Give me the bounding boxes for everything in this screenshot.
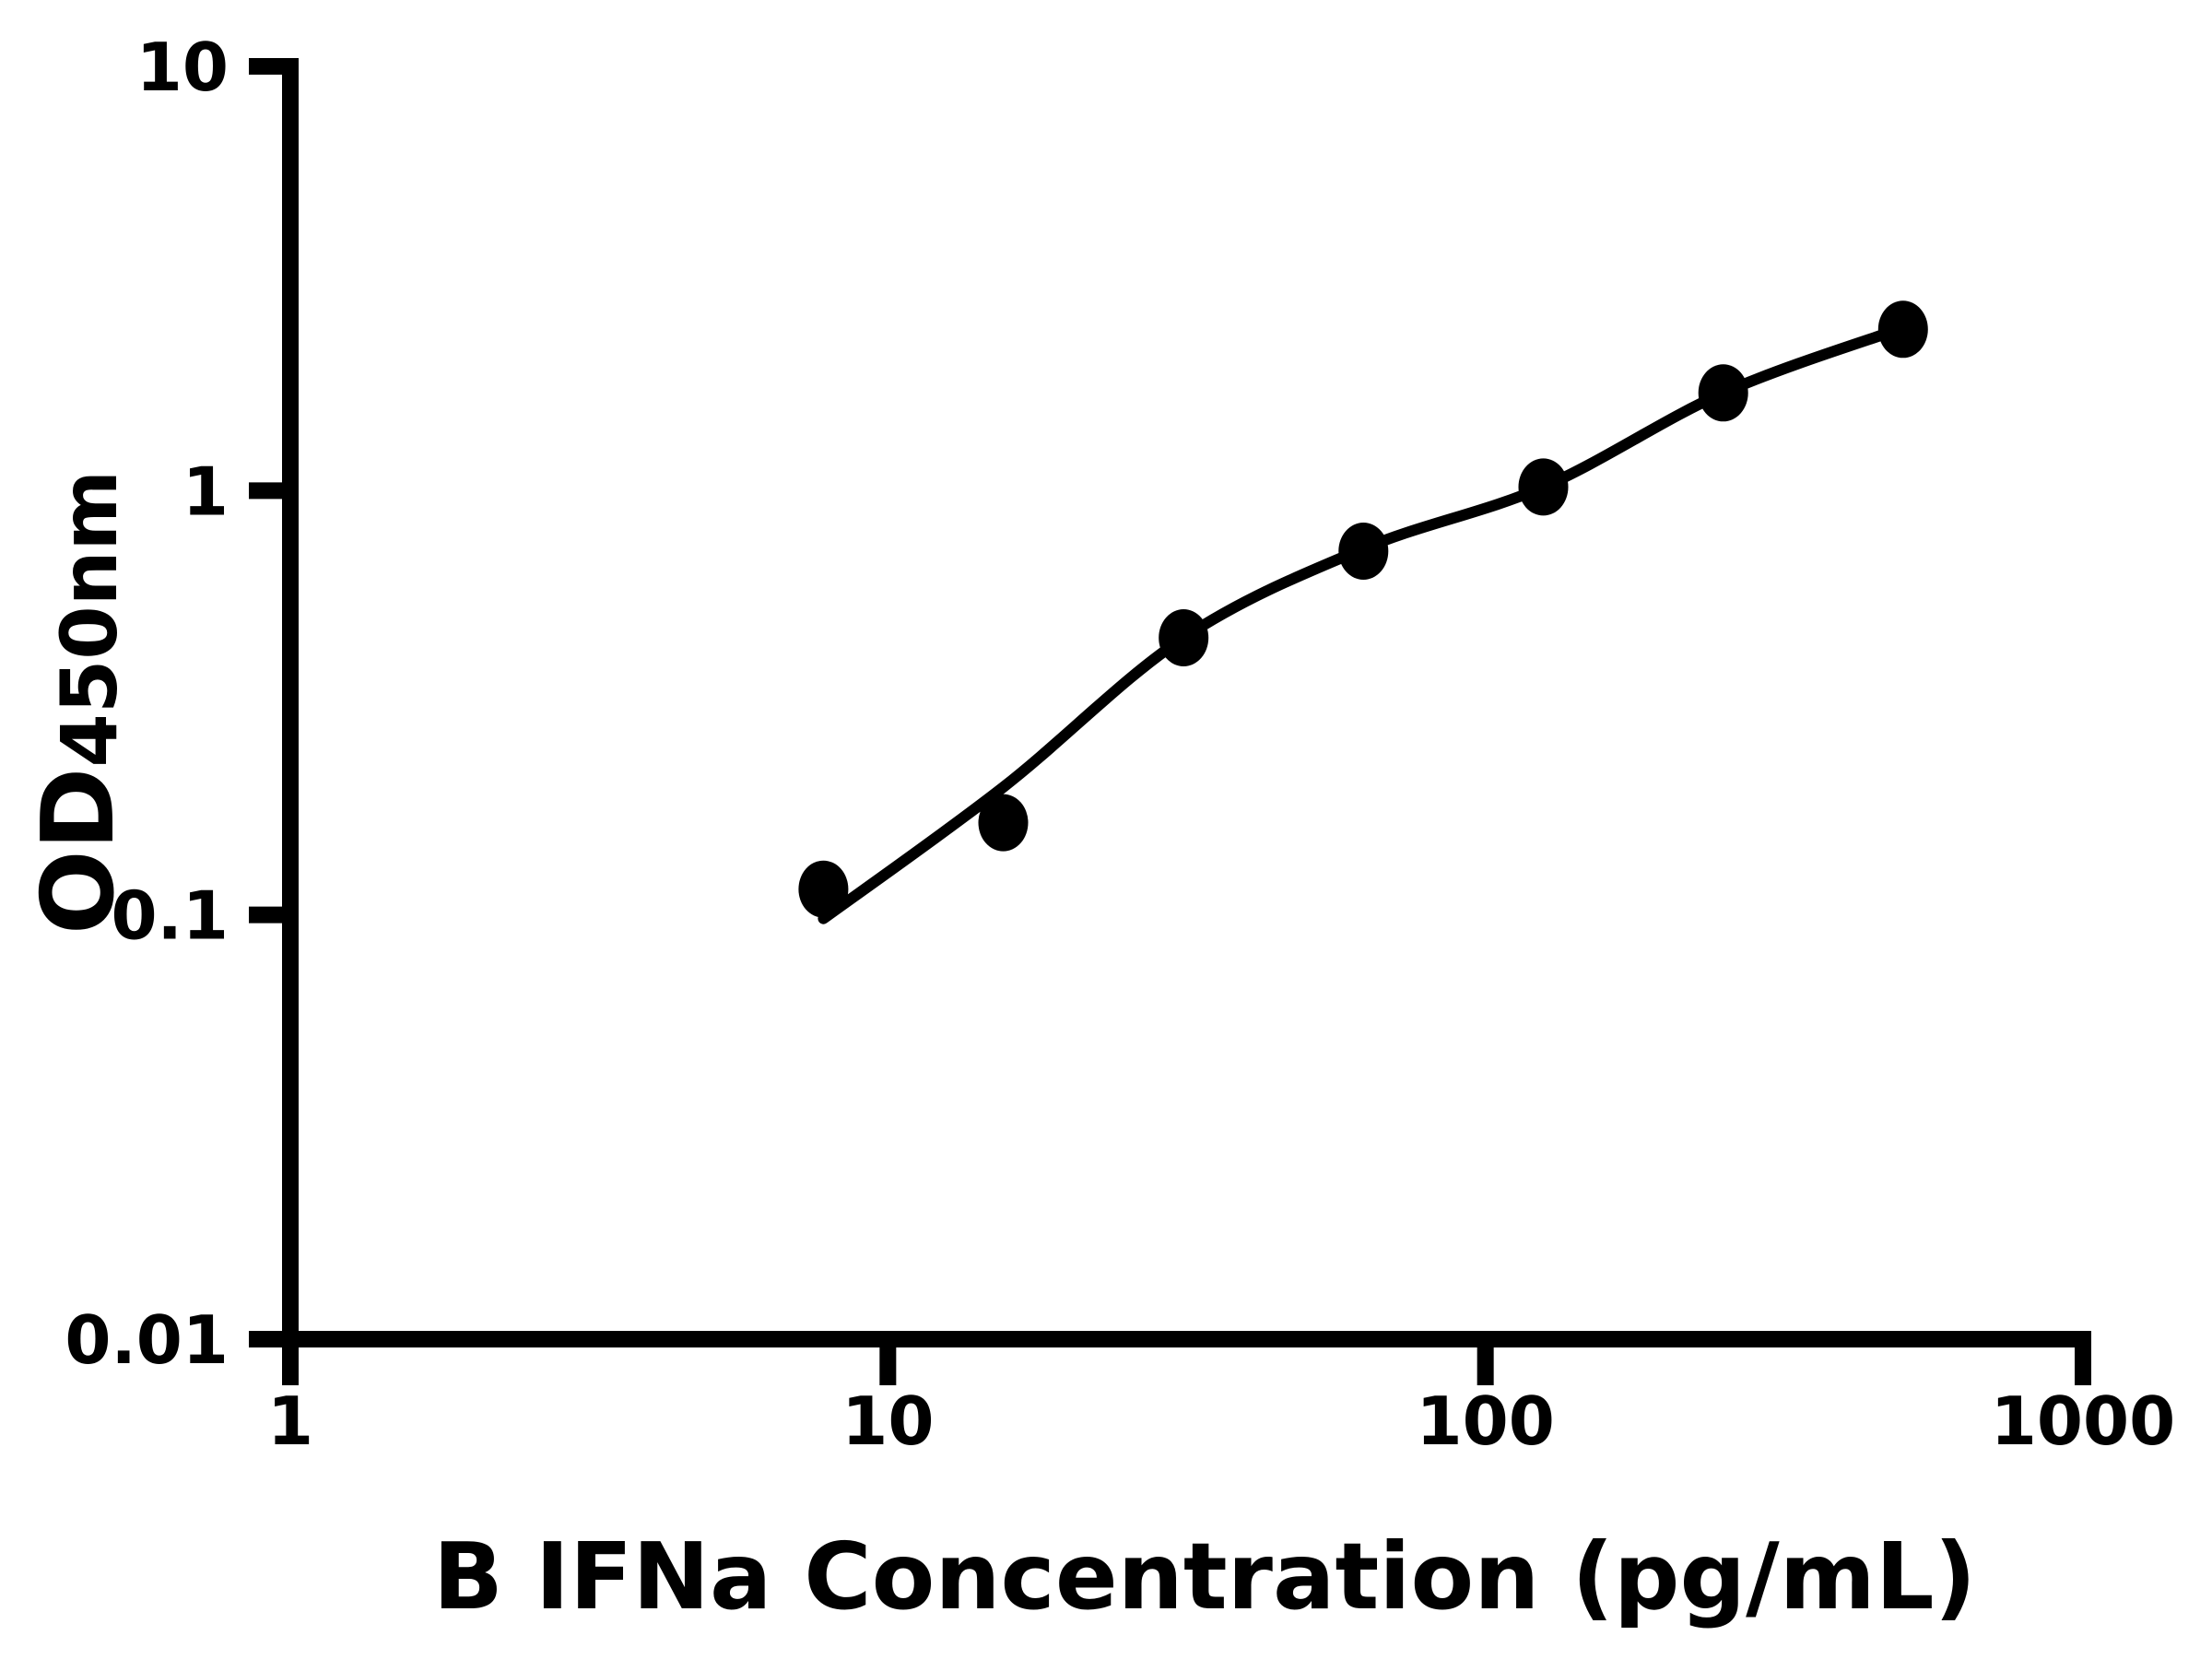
data-point xyxy=(1698,364,1748,422)
x-tick-label: 1000 xyxy=(1991,1382,2175,1460)
x-tick-label: 10 xyxy=(841,1382,934,1460)
y-axis-title: OD450nm xyxy=(21,470,136,935)
x-tick-label: 100 xyxy=(1417,1382,1555,1460)
data-point xyxy=(1338,523,1389,580)
y-tick-label: 1 xyxy=(182,453,229,530)
y-axis-title-main: OD xyxy=(21,768,136,935)
data-points xyxy=(798,300,1928,918)
data-point xyxy=(1159,609,1209,666)
data-point xyxy=(1518,458,1569,516)
x-axis-title: B IFNa Concentration (pg/mL) xyxy=(433,1523,1977,1630)
x-tick-label: 1 xyxy=(267,1382,313,1460)
x-axis: 1 10 100 1000 xyxy=(267,1331,2175,1460)
y-tick-label: 10 xyxy=(136,29,229,106)
data-point xyxy=(978,794,1029,852)
data-point xyxy=(1877,300,1928,359)
y-tick-label: 0.01 xyxy=(65,1301,229,1379)
y-axis: 10 1 0.1 0.01 xyxy=(65,29,299,1379)
y-tick-label: 0.1 xyxy=(111,877,229,955)
data-point xyxy=(798,860,849,918)
y-axis-title-subscript: 450nm xyxy=(44,470,135,768)
